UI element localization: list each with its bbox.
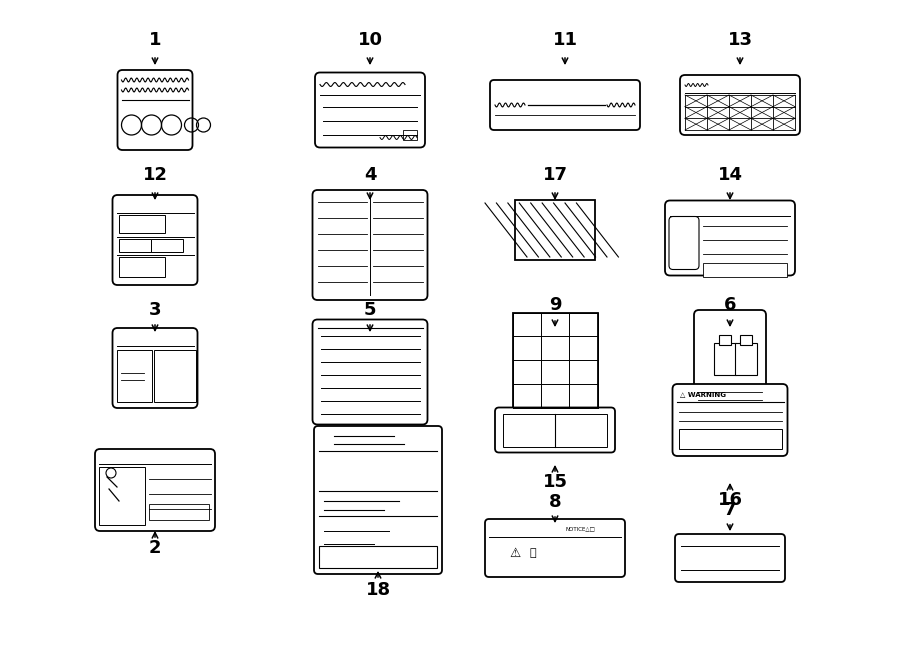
Bar <box>403 130 417 139</box>
FancyBboxPatch shape <box>485 519 625 577</box>
Text: 12: 12 <box>142 166 167 184</box>
FancyBboxPatch shape <box>312 319 427 424</box>
FancyBboxPatch shape <box>495 407 615 453</box>
FancyBboxPatch shape <box>118 70 193 150</box>
Bar <box>116 350 152 402</box>
Bar <box>714 343 736 375</box>
Bar <box>119 239 151 252</box>
Text: 🍶: 🍶 <box>530 548 536 558</box>
Bar <box>679 429 781 449</box>
Text: NOTICE△□: NOTICE△□ <box>565 527 595 531</box>
Bar <box>149 504 209 520</box>
Text: 14: 14 <box>717 166 742 184</box>
Bar <box>515 200 595 260</box>
FancyBboxPatch shape <box>314 426 442 574</box>
Bar <box>119 257 166 277</box>
FancyBboxPatch shape <box>680 75 800 135</box>
Bar <box>151 239 183 252</box>
Bar <box>719 335 731 345</box>
Bar <box>154 350 196 402</box>
Text: ⚠: ⚠ <box>509 547 520 559</box>
Text: 8: 8 <box>549 493 562 511</box>
Text: 10: 10 <box>357 31 382 49</box>
Text: 13: 13 <box>727 31 752 49</box>
FancyBboxPatch shape <box>669 217 699 270</box>
Text: 15: 15 <box>543 473 568 491</box>
Bar <box>740 335 752 345</box>
Text: 16: 16 <box>717 491 742 509</box>
FancyBboxPatch shape <box>312 190 427 300</box>
Bar <box>512 313 598 407</box>
Text: 9: 9 <box>549 296 562 314</box>
FancyBboxPatch shape <box>315 73 425 147</box>
FancyBboxPatch shape <box>112 328 197 408</box>
Text: 17: 17 <box>543 166 568 184</box>
FancyBboxPatch shape <box>112 195 197 285</box>
Text: 7: 7 <box>724 501 736 519</box>
Text: 5: 5 <box>364 301 376 319</box>
Bar <box>703 262 787 276</box>
FancyBboxPatch shape <box>490 80 640 130</box>
FancyBboxPatch shape <box>95 449 215 531</box>
Text: 6: 6 <box>724 296 736 314</box>
Text: 4: 4 <box>364 166 376 184</box>
Bar <box>119 215 166 233</box>
Bar <box>735 343 757 375</box>
Text: 2: 2 <box>148 539 161 557</box>
FancyBboxPatch shape <box>665 200 795 276</box>
FancyBboxPatch shape <box>675 534 785 582</box>
Bar <box>503 414 607 446</box>
Text: 3: 3 <box>148 301 161 319</box>
Text: △ WARNING: △ WARNING <box>680 391 725 397</box>
Text: 11: 11 <box>553 31 578 49</box>
FancyBboxPatch shape <box>672 384 788 456</box>
FancyBboxPatch shape <box>694 310 766 410</box>
Bar <box>319 546 437 568</box>
Bar <box>99 467 145 525</box>
Text: 1: 1 <box>148 31 161 49</box>
Text: 18: 18 <box>365 581 391 599</box>
